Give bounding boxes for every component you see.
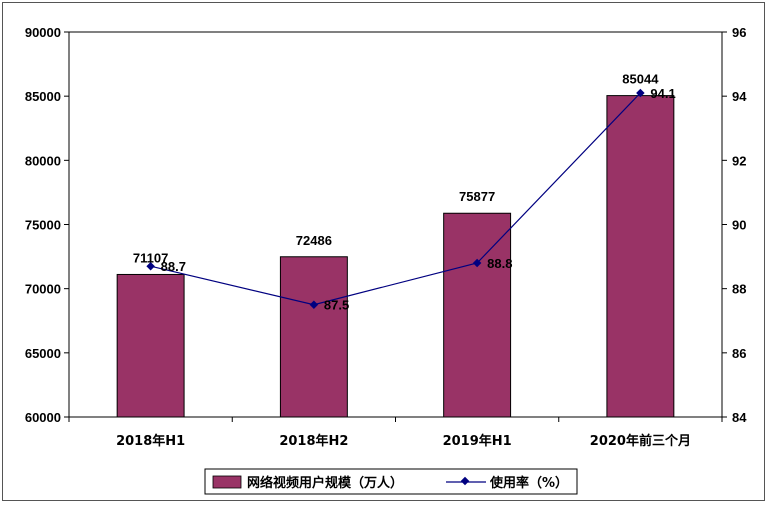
- right-tick-label: 94: [732, 89, 747, 104]
- line-value-label: 88.8: [487, 256, 512, 271]
- line-path: [150, 92, 641, 306]
- legend-box: [204, 468, 578, 495]
- right-tick-label: 84: [732, 410, 747, 425]
- bar: [443, 212, 512, 418]
- bar-value-label: 72486: [296, 233, 332, 248]
- left-tick-label: 85000: [25, 89, 61, 104]
- x-axis: 2018年H1 2018年H2 2019年H1 2020年前三个月: [68, 417, 723, 449]
- bar: [279, 256, 348, 418]
- line-value-label: 94.1: [650, 86, 675, 101]
- bar: [606, 95, 675, 418]
- legend-bar-swatch: [212, 475, 242, 489]
- data-labels: 71107 72486 75877 85044 88.7 87.5 88.8 94.1: [133, 72, 676, 313]
- line-value-label: 87.5: [324, 298, 349, 313]
- right-tick-label: 88: [732, 282, 746, 297]
- bar-value-label: 75877: [459, 189, 495, 204]
- legend: 网络视频用户规模（万人） 使用率（%）: [204, 468, 578, 495]
- right-tick-label: 86: [732, 346, 746, 361]
- left-tick-label: 60000: [25, 410, 61, 425]
- line-point: [472, 258, 482, 268]
- right-axis: 84 86 88 90 92 94 96: [722, 25, 747, 425]
- x-tick-label: 2018年H2: [279, 433, 348, 449]
- x-tick-label: 2018年H1: [116, 433, 185, 449]
- bar-series: [116, 95, 675, 418]
- line-series: [146, 88, 645, 309]
- legend-bar-label: 网络视频用户规模（万人）: [247, 475, 403, 491]
- line-value-label: 88.7: [161, 259, 186, 274]
- right-tick-label: 92: [732, 153, 746, 168]
- left-tick-label: 75000: [25, 218, 61, 233]
- x-tick-label: 2020年前三个月: [590, 433, 691, 449]
- left-tick-label: 90000: [25, 25, 61, 40]
- legend-line-label: 使用率（%）: [489, 475, 568, 491]
- line-point: [146, 261, 155, 271]
- left-tick-label: 70000: [25, 282, 61, 297]
- left-tick-label: 65000: [25, 346, 61, 361]
- right-tick-label: 90: [732, 218, 746, 233]
- line-point: [309, 300, 319, 309]
- bar-value-label: 71107: [133, 250, 168, 265]
- bar-value-label: 85044: [622, 72, 659, 87]
- legend-line-marker: [460, 476, 470, 486]
- bar: [116, 273, 185, 418]
- left-axis: 60000 65000 70000 75000 80000 85000 90000: [25, 25, 69, 425]
- x-tick-label: 2019年H1: [443, 433, 512, 449]
- right-tick-label: 96: [732, 25, 746, 40]
- left-tick-label: 80000: [25, 153, 61, 168]
